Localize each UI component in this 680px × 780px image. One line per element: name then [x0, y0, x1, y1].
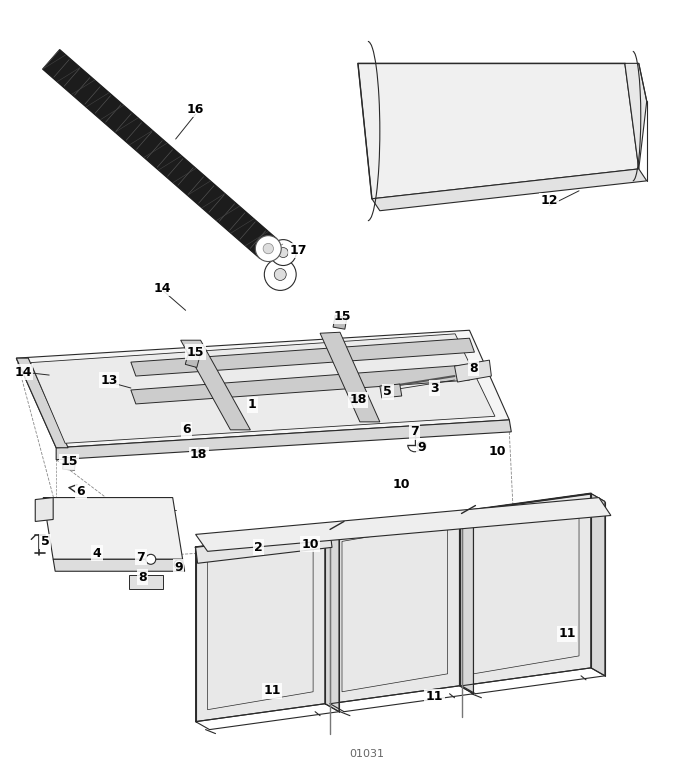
Text: 17: 17 — [290, 244, 307, 257]
Text: 8: 8 — [469, 362, 478, 374]
Text: 01031: 01031 — [350, 749, 384, 758]
Polygon shape — [129, 575, 163, 589]
Polygon shape — [462, 494, 591, 686]
Polygon shape — [625, 63, 647, 169]
Text: 12: 12 — [541, 194, 558, 207]
Polygon shape — [35, 498, 53, 522]
Text: 18: 18 — [350, 393, 367, 406]
Text: 14: 14 — [14, 366, 32, 378]
Circle shape — [256, 236, 282, 261]
Text: 15: 15 — [333, 310, 351, 323]
Text: 8: 8 — [139, 571, 147, 583]
Text: 6: 6 — [77, 485, 86, 498]
Text: 9: 9 — [418, 441, 426, 454]
Polygon shape — [196, 530, 339, 555]
Polygon shape — [44, 498, 183, 559]
Text: 16: 16 — [187, 103, 204, 115]
Polygon shape — [181, 340, 250, 430]
Polygon shape — [196, 498, 611, 551]
Polygon shape — [131, 339, 475, 376]
Polygon shape — [43, 50, 277, 258]
Polygon shape — [185, 353, 200, 367]
Polygon shape — [372, 169, 647, 211]
Polygon shape — [330, 512, 460, 704]
Text: 5: 5 — [384, 385, 392, 399]
Text: 10: 10 — [393, 478, 411, 491]
Circle shape — [265, 258, 296, 290]
Text: 11: 11 — [264, 684, 281, 697]
Circle shape — [418, 441, 426, 450]
Polygon shape — [56, 420, 511, 459]
Polygon shape — [196, 530, 325, 722]
Polygon shape — [53, 559, 185, 571]
Text: 13: 13 — [100, 374, 118, 387]
Text: 18: 18 — [190, 448, 207, 461]
Circle shape — [263, 243, 273, 254]
Text: 9: 9 — [174, 561, 183, 574]
Polygon shape — [31, 334, 495, 443]
Polygon shape — [131, 365, 469, 404]
Circle shape — [174, 560, 183, 569]
Polygon shape — [16, 358, 68, 448]
Polygon shape — [454, 360, 492, 382]
Circle shape — [270, 239, 296, 265]
Text: 11: 11 — [558, 627, 576, 640]
Text: 14: 14 — [154, 282, 171, 295]
Polygon shape — [196, 531, 332, 563]
Polygon shape — [325, 530, 339, 711]
Text: 7: 7 — [410, 425, 419, 438]
Polygon shape — [380, 384, 402, 398]
Text: 15: 15 — [187, 346, 205, 359]
Polygon shape — [63, 457, 75, 470]
Text: 15: 15 — [61, 456, 78, 468]
Polygon shape — [460, 512, 473, 693]
Circle shape — [278, 247, 288, 257]
Polygon shape — [16, 330, 509, 448]
Polygon shape — [320, 332, 380, 422]
Text: 6: 6 — [182, 424, 191, 436]
Text: 5: 5 — [41, 535, 50, 548]
Text: 10: 10 — [489, 445, 506, 458]
Polygon shape — [462, 494, 605, 519]
Text: 11: 11 — [426, 690, 443, 704]
Polygon shape — [330, 512, 473, 537]
Circle shape — [146, 555, 156, 564]
Polygon shape — [591, 494, 605, 675]
Text: 1: 1 — [248, 399, 257, 411]
Text: 10: 10 — [301, 538, 319, 551]
Text: 3: 3 — [430, 381, 439, 395]
Polygon shape — [358, 63, 639, 199]
Text: 7: 7 — [137, 551, 146, 564]
Polygon shape — [333, 315, 347, 329]
Text: 2: 2 — [254, 541, 262, 554]
Circle shape — [274, 268, 286, 281]
Text: 4: 4 — [92, 547, 101, 560]
